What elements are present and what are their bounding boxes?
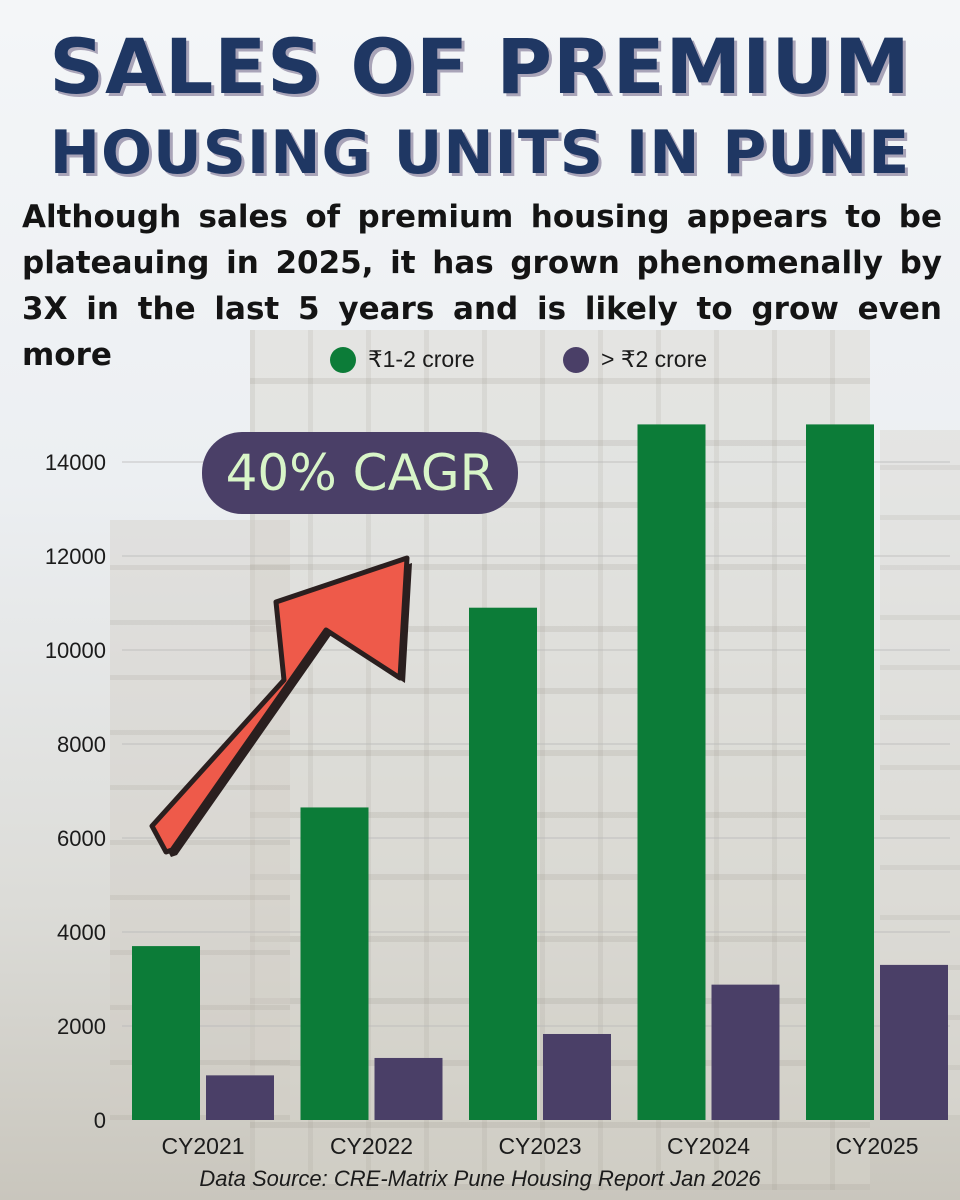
y-tick-label: 2000 [57,1014,106,1039]
bar-series-1-cy2024 [637,424,706,1120]
x-tick-label: CY2022 [330,1133,413,1159]
x-tick-label: CY2023 [498,1133,581,1159]
y-tick-label: 6000 [57,826,106,851]
bar-series-2-cy2021 [206,1075,274,1120]
data-source: Data Source: CRE-Matrix Pune Housing Rep… [199,1166,761,1191]
legend-label-series-2: > ₹2 crore [601,346,708,372]
legend-swatch-series-2 [563,346,589,373]
bar-series-1-cy2022 [300,807,369,1120]
y-tick-label: 10000 [45,638,106,663]
title-line-2: HOUSING UNITS IN PUNE [49,118,911,188]
x-tick-label: CY2025 [835,1133,918,1159]
bar-series-2-cy2023 [543,1033,611,1120]
legend-item-series-2: > ₹2 crore [563,346,707,373]
legend-label-series-1: ₹1-2 crore [368,346,475,372]
bar-series-1-cy2021 [132,946,200,1120]
legend: ₹1-2 crore > ₹2 crore [0,346,960,380]
cagr-badge: 40% CAGR [202,432,518,514]
bar-series-2-cy2025 [880,964,948,1120]
y-tick-label: 12000 [45,544,106,569]
legend-item-series-1: ₹1-2 crore [330,346,475,373]
growth-arrow [149,555,410,855]
legend-swatch-series-1 [330,346,356,373]
y-tick-label: 4000 [57,920,106,945]
y-tick-label: 14000 [45,450,106,475]
bar-series-1-cy2023 [469,607,537,1120]
title-line-1: SALES OF PREMIUM [49,22,911,111]
y-tick-label: 8000 [57,732,106,757]
x-tick-label: CY2021 [161,1133,244,1159]
bar-series-2-cy2024 [711,984,780,1120]
subtitle: Although sales of premium housing appear… [22,199,942,373]
x-tick-label: CY2024 [667,1133,750,1159]
y-tick-label: 0 [94,1108,106,1133]
bar-series-2-cy2022 [374,1057,443,1120]
bar-series-1-cy2025 [806,424,874,1120]
